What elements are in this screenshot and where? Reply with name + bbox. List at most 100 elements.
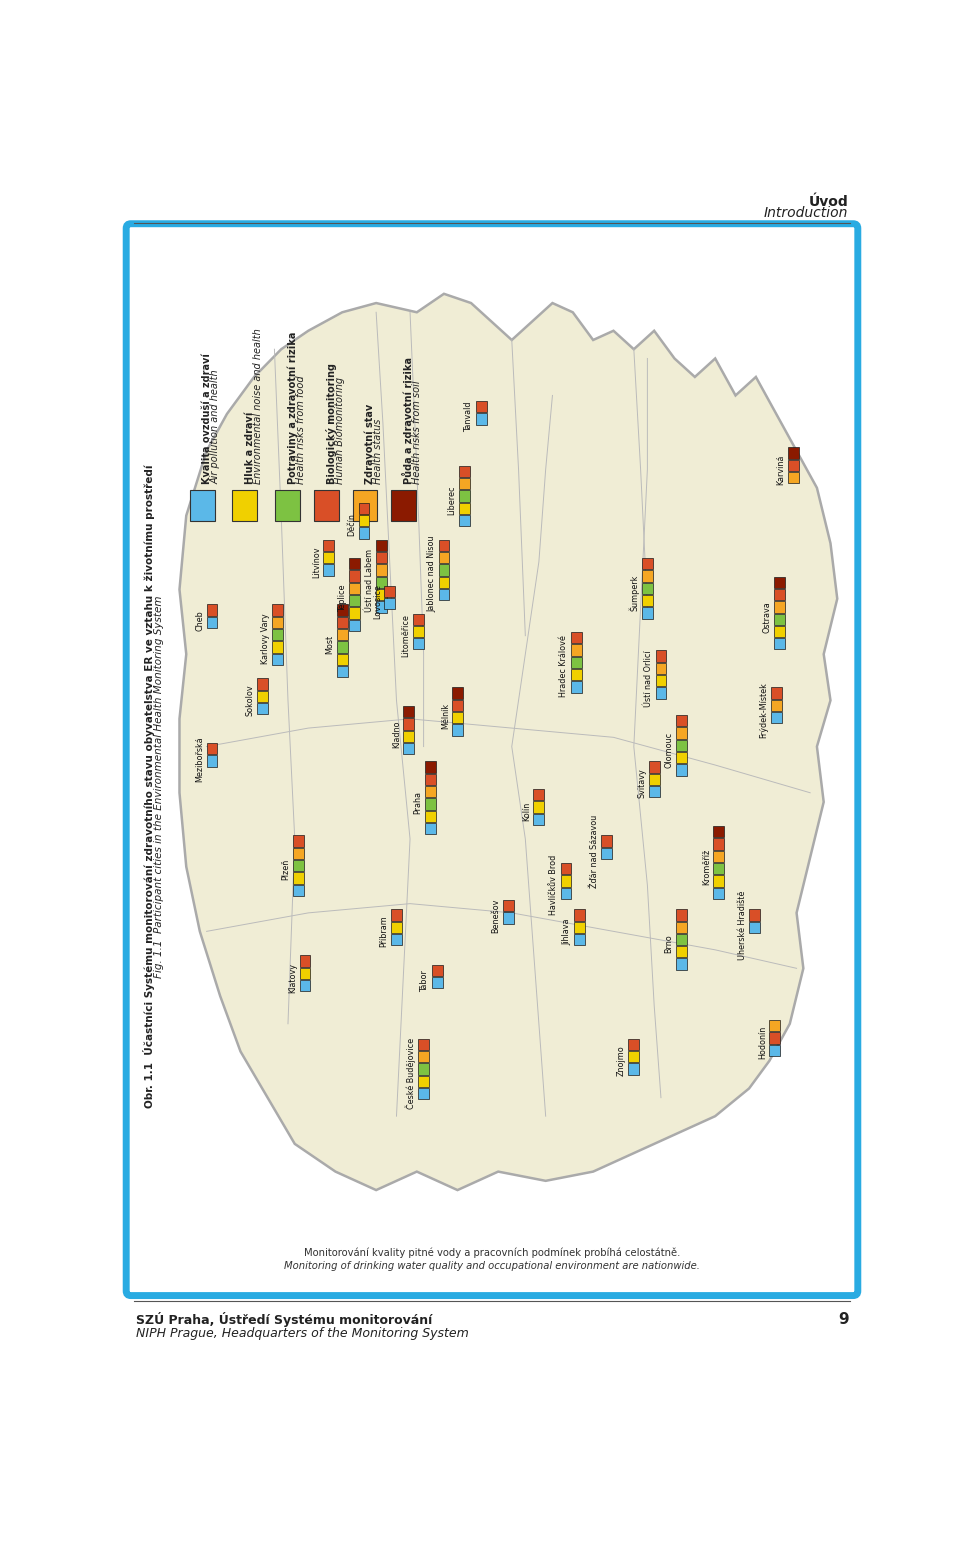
Bar	[273, 629, 283, 640]
Text: Monitoring of drinking water quality and occupational environment are nationwide: Monitoring of drinking water quality and…	[284, 1260, 700, 1271]
Bar	[774, 639, 785, 649]
Bar	[358, 502, 370, 515]
Bar	[574, 933, 585, 946]
Bar	[771, 699, 781, 711]
Text: Mezibořská: Mezibořská	[195, 736, 204, 781]
Bar	[774, 614, 785, 625]
Bar	[337, 642, 348, 653]
Bar	[206, 617, 218, 628]
Bar	[770, 1020, 780, 1031]
Bar	[358, 515, 370, 527]
Bar	[403, 705, 414, 718]
Bar	[376, 577, 387, 587]
Text: Jihlava: Jihlava	[563, 918, 572, 944]
Bar	[376, 601, 387, 612]
Bar	[788, 459, 799, 471]
Text: Lovosice: Lovosice	[372, 584, 382, 620]
Bar	[713, 888, 724, 899]
Text: SZÚ Praha, Ústředí Systému monitorování: SZÚ Praha, Ústředí Systému monitorování	[135, 1311, 432, 1327]
Text: Biologický monitoring: Biologický monitoring	[326, 363, 337, 484]
Text: Brno: Brno	[664, 935, 674, 953]
Bar	[629, 1051, 639, 1062]
Bar	[459, 490, 469, 502]
Bar	[534, 814, 544, 825]
Bar	[425, 823, 436, 834]
Text: Introduction: Introduction	[764, 206, 849, 220]
Text: Litvínov: Litvínov	[312, 546, 321, 578]
Bar	[391, 910, 402, 921]
Bar	[713, 851, 724, 862]
Bar	[571, 682, 582, 693]
Bar	[676, 910, 686, 921]
Text: Benešov: Benešov	[492, 899, 500, 933]
Bar	[391, 933, 402, 946]
Bar	[770, 1045, 780, 1056]
Bar	[376, 589, 387, 600]
Bar	[293, 848, 303, 859]
Bar	[275, 490, 300, 521]
Bar	[574, 922, 585, 933]
Bar	[439, 589, 449, 600]
Text: Cheb: Cheb	[195, 609, 204, 631]
Bar	[376, 564, 387, 575]
Bar	[439, 577, 449, 587]
Text: Karviná: Karviná	[777, 454, 785, 485]
Text: Sokolov: Sokolov	[246, 685, 254, 716]
Bar	[713, 826, 724, 837]
Bar	[534, 789, 544, 800]
Bar	[642, 608, 653, 618]
Text: Šumperk: Šumperk	[629, 575, 639, 611]
Text: Liberec: Liberec	[447, 485, 457, 515]
Text: Health risks from food: Health risks from food	[296, 375, 306, 484]
Bar	[676, 727, 686, 739]
Text: Ostrava: Ostrava	[763, 601, 772, 632]
Bar	[439, 539, 449, 550]
Bar	[376, 552, 387, 563]
Text: Teplice: Teplice	[338, 584, 347, 612]
Text: Hluk a zdraví: Hluk a zdraví	[245, 412, 254, 484]
Bar	[649, 773, 660, 784]
Text: Děčín: Děčín	[348, 513, 356, 536]
Bar	[432, 964, 443, 976]
Bar	[425, 786, 436, 797]
Bar	[403, 730, 414, 742]
Bar	[256, 690, 268, 702]
Bar	[273, 604, 283, 615]
Bar	[419, 1076, 429, 1087]
Text: Air pollution and health: Air pollution and health	[210, 369, 221, 484]
Text: Havlíčkův Brod: Havlíčkův Brod	[549, 856, 559, 916]
Bar	[337, 604, 348, 615]
Bar	[403, 742, 414, 755]
Text: Znojmo: Znojmo	[617, 1045, 626, 1076]
Bar	[642, 583, 653, 594]
Bar	[571, 645, 582, 656]
Bar	[349, 558, 360, 569]
Bar	[273, 642, 283, 653]
Text: Ústí nad Orlicí: Ústí nad Orlicí	[644, 651, 653, 707]
Bar	[774, 626, 785, 637]
Bar	[713, 863, 724, 874]
Bar	[419, 1038, 429, 1049]
Text: Praha: Praha	[414, 790, 422, 814]
Bar	[676, 764, 686, 775]
Bar	[206, 742, 218, 755]
Bar	[190, 490, 214, 521]
Bar	[601, 835, 612, 846]
Text: Příbram: Příbram	[380, 916, 389, 947]
Text: Plzeň: Plzeň	[281, 859, 291, 880]
Bar	[642, 570, 653, 581]
Bar	[774, 601, 785, 612]
Bar	[349, 608, 360, 618]
Bar	[256, 702, 268, 715]
Bar	[349, 620, 360, 631]
Text: Potraviny a zdravotní rizika: Potraviny a zdravotní rizika	[287, 332, 298, 484]
Bar	[425, 761, 436, 773]
Bar	[771, 711, 781, 724]
Bar	[358, 527, 370, 538]
Bar	[293, 873, 303, 883]
Bar	[476, 401, 487, 412]
Text: Svitavy: Svitavy	[637, 769, 646, 798]
Bar	[293, 860, 303, 871]
Bar	[273, 617, 283, 628]
Text: NIPH Prague, Headquarters of the Monitoring System: NIPH Prague, Headquarters of the Monitor…	[135, 1327, 468, 1341]
